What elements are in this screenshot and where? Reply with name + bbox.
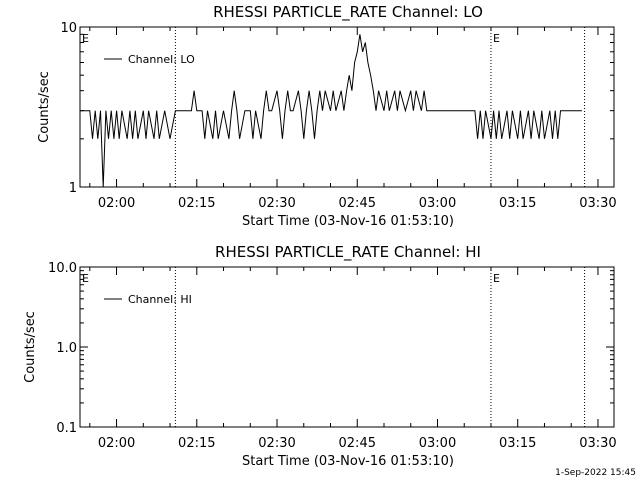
marker-label: E [82, 32, 89, 45]
x-tick-label: 02:00 [98, 436, 135, 451]
panel-hi-ticks: 02:00 02:15 02:30 02:45 03:00 03:15 03:30 0.1 1.… [48, 261, 617, 451]
y-tick-label: 1 [69, 181, 77, 196]
marker-label: E [493, 32, 500, 45]
panel-lo-title: RHESSI PARTICLE_RATE Channel: LO [213, 3, 483, 22]
x-tick-label: 03:30 [579, 436, 616, 451]
panel-lo-xlabel: Start Time (03-Nov-16 01:53:10) [242, 214, 454, 229]
y-tick-label: 10.0 [48, 261, 77, 276]
x-tick-label: 03:00 [419, 196, 456, 211]
legend-label-lo: Channel: LO [128, 53, 195, 66]
marker-label: E [82, 272, 89, 285]
panel-hi: RHESSI PARTICLE_RATE Channel: HI 02:00 02… [23, 243, 617, 469]
x-tick-label: 02:45 [339, 196, 376, 211]
x-tick-label: 02:30 [258, 196, 295, 211]
x-tick-label: 02:15 [178, 196, 215, 211]
x-tick-label: 02:30 [258, 436, 295, 451]
panel-lo-ticks: 02:00 02:15 02:30 02:45 03:00 03:15 03:30 1 10 [60, 21, 616, 211]
series-line-lo [80, 34, 582, 188]
panel-lo-plot-frame [79, 26, 615, 188]
marker-label: E [493, 272, 500, 285]
panel-hi-ylabel: Counts/sec [23, 311, 38, 383]
legend-label-hi: Channel: HI [128, 293, 192, 306]
x-tick-label: 03:30 [579, 196, 616, 211]
panel-lo-ylabel: Counts/sec [37, 71, 52, 143]
y-tick-label: 0.1 [56, 421, 77, 436]
panel-hi-xlabel: Start Time (03-Nov-16 01:53:10) [242, 454, 454, 469]
panel-hi-title: RHESSI PARTICLE_RATE Channel: HI [215, 243, 481, 262]
panel-hi-plot-frame [79, 266, 615, 428]
y-tick-label: 1.0 [56, 341, 77, 356]
x-tick-label: 03:00 [419, 436, 456, 451]
x-tick-label: 03:15 [499, 436, 536, 451]
x-tick-label: 02:45 [339, 436, 376, 451]
x-tick-label: 03:15 [499, 196, 536, 211]
x-tick-label: 02:00 [98, 196, 135, 211]
y-tick-label: 10 [60, 21, 77, 36]
x-tick-label: 02:15 [178, 436, 215, 451]
panel-lo: RHESSI PARTICLE_RATE Channel: LO 02:00 02… [37, 3, 617, 229]
footer-timestamp: 1-Sep-2022 15:45 [555, 468, 636, 478]
